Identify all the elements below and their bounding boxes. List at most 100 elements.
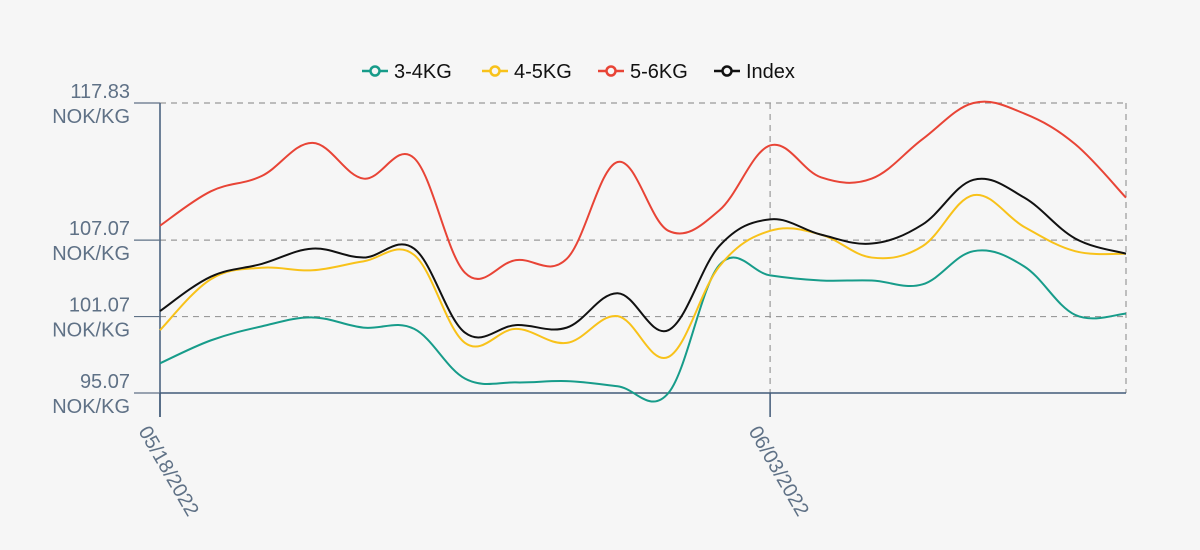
data-point-4-5kg (157, 327, 163, 333)
data-point-4-5kg (920, 243, 926, 249)
data-point-index (411, 246, 417, 252)
data-point-index (513, 322, 519, 328)
data-point-index (310, 246, 316, 252)
data-point-index (920, 221, 926, 227)
y-tick-label: 101.07 (69, 295, 130, 317)
y-tick-label: 95.07 (80, 371, 130, 393)
data-point-3-4kg (411, 326, 417, 332)
data-point-3-4kg (1072, 312, 1078, 318)
data-point-5-6kg (920, 136, 926, 142)
data-point-4-5kg (411, 252, 417, 258)
legend-label: 4-5KG (514, 61, 572, 83)
grid-lines (160, 102, 1127, 393)
data-point-5-6kg (208, 188, 214, 194)
data-point-5-6kg (818, 174, 824, 180)
data-point-index (665, 327, 671, 333)
data-point-3-4kg (157, 360, 163, 366)
data-point-5-6kg (462, 270, 468, 276)
data-point-3-4kg (665, 390, 671, 396)
y-tick-unit: NOK/KG (52, 106, 130, 128)
legend-marker-icon (489, 65, 501, 77)
legend-item-5-6kg[interactable]: 5-6KG (598, 61, 688, 83)
data-point-4-5kg (869, 255, 875, 261)
data-point-index (360, 255, 366, 261)
x-tick-label: 05/18/2022 (134, 423, 203, 521)
data-point-4-5kg (767, 228, 773, 234)
data-point-3-4kg (462, 376, 468, 382)
data-point-5-6kg (716, 207, 722, 213)
y-tick-label: 107.07 (69, 218, 130, 240)
data-point-5-6kg (411, 155, 417, 161)
data-point-3-4kg (259, 323, 265, 329)
data-point-3-4kg (970, 248, 976, 254)
data-point-index (462, 330, 468, 336)
data-point-index (818, 232, 824, 238)
data-point-index (564, 325, 570, 331)
data-point-4-5kg (970, 192, 976, 198)
data-point-5-6kg (615, 159, 621, 165)
data-point-4-5kg (564, 340, 570, 346)
legend-label: 5-6KG (630, 61, 688, 83)
data-point-4-5kg (310, 267, 316, 273)
data-point-3-4kg (513, 379, 519, 385)
data-point-5-6kg (970, 100, 976, 106)
data-point-4-5kg (1072, 248, 1078, 254)
data-point-3-4kg (564, 378, 570, 384)
data-point-5-6kg (564, 256, 570, 262)
x-axis-ticks: 05/18/2022 06/03/2022 (134, 393, 813, 520)
y-tick-label: 117.83 (70, 81, 130, 103)
series-line-5-6kg (159, 100, 1127, 280)
data-point-5-6kg (767, 142, 773, 148)
legend-label: 3-4KG (394, 61, 452, 83)
data-point-index (1072, 235, 1078, 241)
data-point-index (869, 241, 875, 247)
data-point-3-4kg (869, 277, 875, 283)
data-point-4-5kg (615, 313, 621, 319)
axes (159, 103, 1126, 417)
data-point-4-5kg (665, 354, 671, 360)
data-point-index (208, 274, 214, 280)
y-tick-unit: NOK/KG (52, 320, 130, 342)
data-point-3-4kg (360, 325, 366, 331)
data-point-index (716, 243, 722, 249)
data-point-3-4kg (615, 383, 621, 389)
data-point-index (157, 308, 163, 314)
data-point-5-6kg (1123, 195, 1129, 201)
data-point-5-6kg (310, 140, 316, 146)
data-point-5-6kg (513, 257, 519, 263)
legend-marker-icon (721, 65, 733, 77)
legend-item-index[interactable]: Index (714, 61, 795, 83)
series-line-4-5kg (159, 193, 1127, 360)
data-point-5-6kg (360, 176, 366, 182)
data-point-3-4kg (310, 314, 316, 320)
legend-item-4-5kg[interactable]: 4-5KG (482, 61, 572, 83)
series-line-index (159, 177, 1127, 339)
legend-item-3-4kg[interactable]: 3-4KG (362, 61, 452, 83)
data-point-3-4kg (1021, 263, 1027, 269)
y-tick-unit: NOK/KG (52, 396, 130, 418)
legend: 3-4KG 4-5KG 5-6KG Index (362, 61, 795, 83)
data-point-4-5kg (716, 263, 722, 269)
y-tick-unit: NOK/KG (52, 243, 130, 265)
series-line-3-4kg (159, 249, 1127, 403)
y-axis-ticks: 117.83 NOK/KG 107.07 NOK/KG 101.07 NOK/KG 95.0… (52, 81, 160, 418)
data-point-3-4kg (208, 337, 214, 343)
data-point-index (259, 261, 265, 267)
data-point-index (1021, 195, 1027, 201)
data-point-index (615, 290, 621, 296)
data-point-5-6kg (157, 223, 163, 229)
data-point-5-6kg (665, 228, 671, 234)
x-tick-label: 06/03/2022 (744, 423, 813, 521)
data-point-index (767, 216, 773, 222)
data-point-5-6kg (1072, 141, 1078, 147)
data-point-5-6kg (869, 176, 875, 182)
data-point-5-6kg (1021, 111, 1027, 117)
legend-marker-icon (605, 65, 617, 77)
data-point-3-4kg (920, 281, 926, 287)
legend-label: Index (746, 61, 795, 83)
data-point-3-4kg (767, 272, 773, 278)
data-point-index (970, 177, 976, 183)
data-point-5-6kg (259, 173, 265, 179)
